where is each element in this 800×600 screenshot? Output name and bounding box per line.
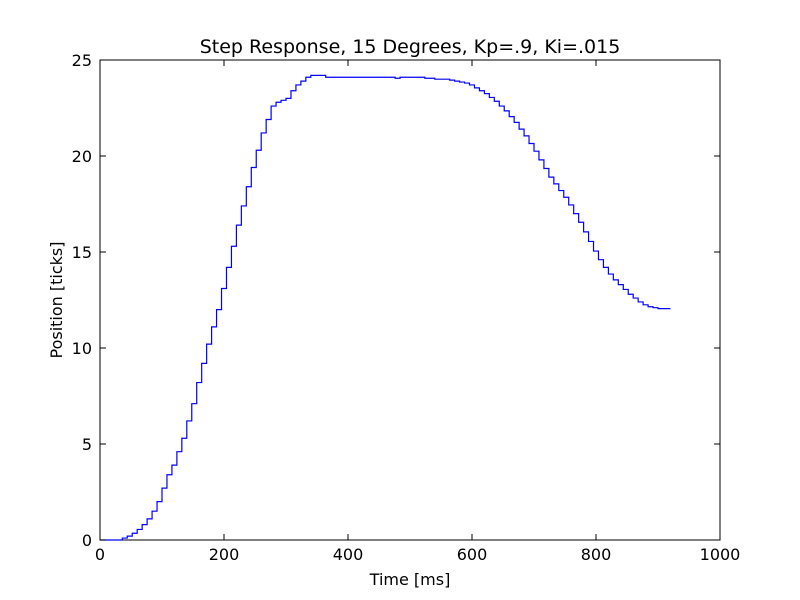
plot-area	[99, 59, 721, 541]
y-tick-label: 10	[72, 339, 92, 358]
y-tick-label: 0	[82, 531, 92, 550]
x-tick-label: 200	[209, 545, 240, 564]
y-tick-label: 5	[82, 435, 92, 454]
x-tick-label: 400	[333, 545, 364, 564]
x-tick-label: 0	[95, 545, 105, 564]
x-axis-ticks: 0 200 400 600 800 1000	[95, 60, 740, 564]
y-axis-label: Position [ticks]	[47, 242, 66, 359]
x-tick-label: 800	[581, 545, 612, 564]
y-tick-label: 25	[72, 51, 92, 70]
x-tick-label: 1000	[700, 545, 741, 564]
y-axis-ticks: 0 5 10 15 20 25	[72, 51, 720, 550]
x-axis-label: Time [ms]	[369, 570, 451, 589]
chart-title: Step Response, 15 Degrees, Kp=.9, Ki=.01…	[200, 36, 621, 58]
x-tick-label: 600	[457, 545, 488, 564]
y-tick-label: 20	[72, 147, 92, 166]
series-line	[100, 74, 671, 541]
plot-frame	[99, 59, 721, 541]
y-tick-label: 15	[72, 243, 92, 262]
